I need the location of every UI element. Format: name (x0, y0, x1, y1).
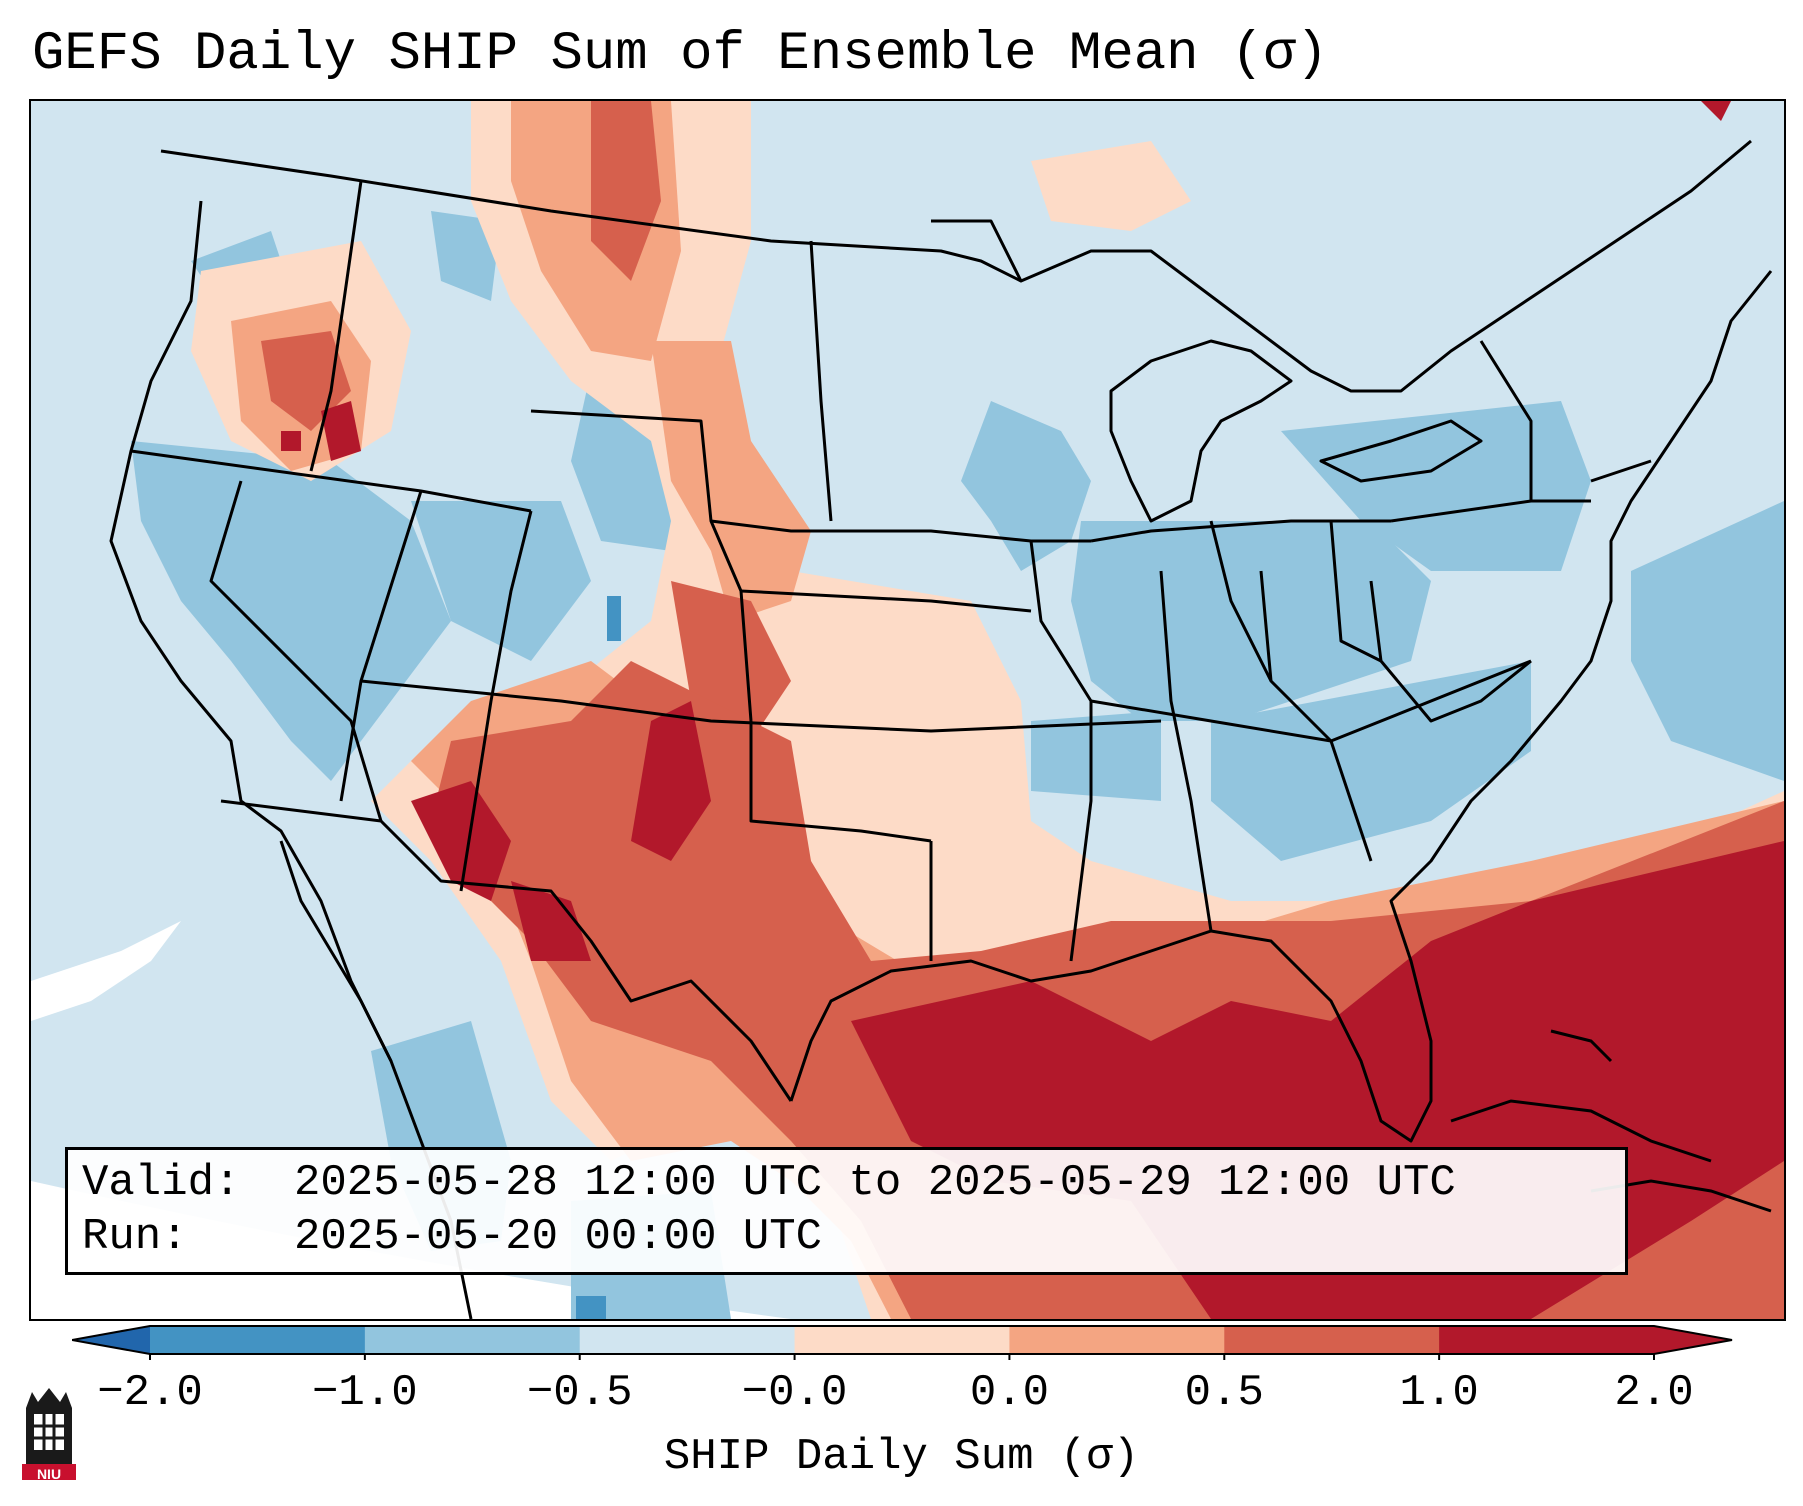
valid-label: Valid: (82, 1158, 241, 1208)
niu-logo (22, 1388, 76, 1480)
colorbar-over-triangle (1654, 1326, 1732, 1354)
mexico-border (220, 799, 793, 1102)
colorbar-tick-label: 2.0 (1614, 1368, 1694, 1418)
id-line (309, 180, 363, 472)
colorbar-tick-label: −0.0 (741, 1368, 848, 1418)
dakotas-line (809, 240, 833, 522)
mn-line (931, 219, 1023, 282)
logo-text: NIU (36, 1466, 62, 1482)
tx-ok-line (749, 721, 932, 843)
colorbar-segment (794, 1326, 1010, 1354)
lake-michigan (1109, 339, 1293, 523)
colorbar-under-triangle (72, 1326, 150, 1354)
colorbar-tick-label: 0.5 (1184, 1368, 1264, 1418)
colorbar-segment (1439, 1326, 1655, 1354)
colorbar-ticks (149, 1354, 1655, 1360)
colorbar-tick-label: −1.0 (312, 1368, 418, 1418)
colorbar-label: SHIP Daily Sum (σ) (663, 1432, 1140, 1482)
oh-wv-line (1329, 520, 1382, 663)
gulf-atlantic-coastline (789, 270, 1773, 1143)
colorbar-segment (579, 1326, 796, 1354)
political-boundaries (109, 139, 1773, 1319)
midwest-line (1090, 519, 1391, 543)
baja-coast (279, 840, 393, 1062)
ks-line (740, 589, 1032, 613)
pacific-coastline (109, 200, 473, 1319)
map-title: GEFS Daily SHIP Sum of Ensemble Mean (σ) (32, 24, 1329, 85)
logo-window (34, 1414, 64, 1450)
field-white-border (31, 1181, 791, 1319)
nv-line (209, 480, 383, 822)
colorbar-tick-label: 0.0 (969, 1368, 1050, 1418)
canada-us-border (160, 139, 1752, 393)
valid-run-info-box: Valid: 2025-05-28 12:00 UTC to 2025-05-29… (65, 1147, 1628, 1275)
ny-line (1479, 340, 1533, 501)
colorbar (72, 1325, 1733, 1360)
lat37-line (360, 679, 1162, 733)
ship-field-map (31, 101, 1784, 1319)
map-panel[interactable] (29, 99, 1786, 1321)
al-ga-line (1159, 570, 1213, 932)
new-england-line (1590, 459, 1652, 483)
ne-line (710, 519, 1091, 543)
az-nm-line (459, 510, 533, 892)
colorbar-segment (1224, 1326, 1440, 1354)
lake-erie (1319, 419, 1483, 483)
colorbar-segments (150, 1326, 1655, 1354)
in-oh-line (1209, 520, 1273, 682)
colorbar-segment (1009, 1326, 1225, 1354)
valid-value: 2025-05-28 12:00 UTC to 2025-05-29 12:00… (294, 1158, 1456, 1208)
logo-band (22, 1464, 76, 1480)
run-value: 2025-05-20 00:00 UTC (294, 1212, 823, 1262)
colorbar-tick-label: −0.5 (526, 1368, 633, 1418)
logo-window-grid (34, 1414, 64, 1450)
va-nc-line (1369, 580, 1532, 723)
colorbar-segment (150, 1326, 366, 1354)
colorbar-tick-label: −2.0 (97, 1368, 203, 1418)
tn-ky-line (1090, 659, 1532, 743)
ga-sc-line (1259, 570, 1373, 862)
field-white-pacific (31, 921, 181, 1021)
run-label: Run: (82, 1212, 188, 1262)
colorbar-segment (364, 1326, 581, 1354)
colorbar-tick-label: 1.0 (1399, 1368, 1479, 1418)
